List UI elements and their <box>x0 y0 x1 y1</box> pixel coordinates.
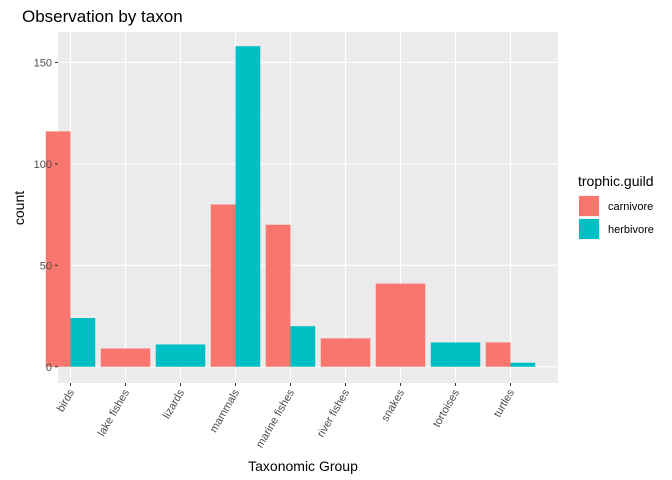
x-tick-label: turtles <box>492 387 518 419</box>
x-tick-label: birds <box>55 387 78 414</box>
y-tick-label: 0 <box>46 362 52 374</box>
bar-carnivore-snakes <box>375 283 426 367</box>
bar-herbivore-lizards <box>155 344 206 367</box>
legend-key-herbivore <box>579 219 599 239</box>
bar-carnivore-river-fishes <box>320 338 371 367</box>
x-axis-title: Taxonomic Group <box>248 458 358 474</box>
legend-title: trophic.guild <box>578 173 654 189</box>
chart-title: Observation by taxon <box>22 7 183 26</box>
bar-carnivore-mammals <box>210 204 236 367</box>
y-axis: 0 50 100 150 <box>34 57 58 374</box>
x-tick-label: lizards <box>161 387 188 421</box>
x-tick-label: lake fishes <box>96 387 133 438</box>
bar-carnivore-marine-fishes <box>265 224 291 367</box>
y-tick-label: 100 <box>34 159 52 171</box>
bar-carnivore-birds <box>45 131 71 367</box>
x-tick-label: marine fishes <box>254 387 297 450</box>
bar-herbivore-turtles <box>510 362 536 367</box>
bar-herbivore-marine-fishes <box>290 326 316 367</box>
legend-label-herbivore: herbivore <box>608 224 654 236</box>
plot-panel <box>58 32 558 383</box>
x-axis: birds lake fishes lizards mammals marine fis… <box>55 383 518 450</box>
x-tick-label: tortoises <box>431 387 462 429</box>
y-tick-label: 50 <box>40 260 52 272</box>
bar-carnivore-lake-fishes <box>100 348 151 367</box>
legend: trophic.guild carnivore herbivore <box>578 173 654 240</box>
legend-label-carnivore: carnivore <box>608 201 653 213</box>
bars <box>45 46 536 367</box>
bar-herbivore-tortoises <box>430 342 481 367</box>
x-tick-label: river fishes <box>315 387 352 439</box>
bar-carnivore-turtles <box>485 342 511 367</box>
y-axis-title: count <box>11 191 27 225</box>
x-tick-label: mammals <box>208 387 242 435</box>
bar-herbivore-mammals <box>235 46 261 367</box>
legend-key-carnivore <box>579 196 599 216</box>
bar-herbivore-birds <box>70 318 96 367</box>
y-tick-label: 150 <box>34 57 52 69</box>
x-tick-label: snakes <box>379 387 407 424</box>
